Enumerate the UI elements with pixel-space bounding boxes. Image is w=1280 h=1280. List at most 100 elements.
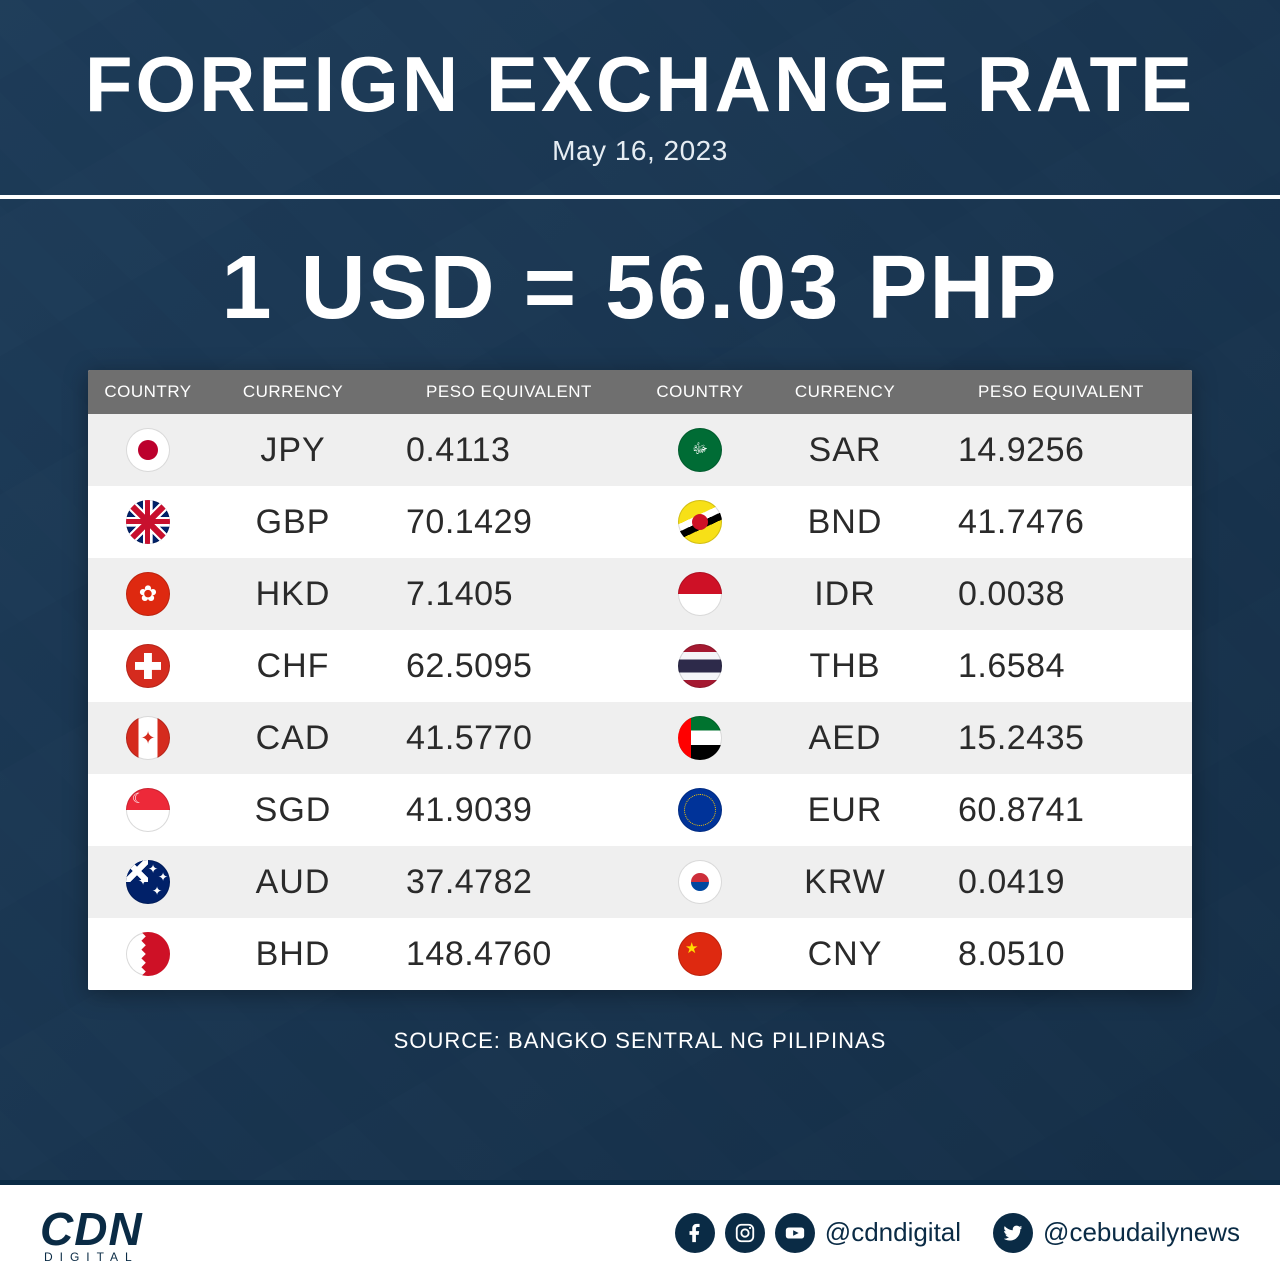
flag-cell [640, 500, 760, 544]
currency-code: KRW [760, 863, 930, 902]
table-row: CNY8.0510 [640, 918, 1192, 990]
currency-code: GBP [208, 503, 378, 542]
logo-main: CDN [40, 1203, 143, 1255]
currency-code: IDR [760, 575, 930, 614]
flag-chf-icon [126, 644, 170, 688]
peso-value: 41.5770 [378, 719, 640, 758]
peso-value: 41.9039 [378, 791, 640, 830]
table-row: AED15.2435 [640, 702, 1192, 774]
youtube-icon[interactable] [775, 1213, 815, 1253]
col-peso: PESO EQUIVALENT [378, 370, 640, 414]
flag-cell [88, 428, 208, 472]
divider-line [0, 195, 1280, 199]
flag-idr-icon [678, 572, 722, 616]
flag-sgd-icon [126, 788, 170, 832]
header-block: FOREIGN EXCHANGE RATE May 16, 2023 [0, 0, 1280, 195]
table-row: CAD41.5770 [88, 702, 640, 774]
peso-value: 60.8741 [930, 791, 1192, 830]
currency-code: BHD [208, 935, 378, 974]
flag-aud-icon [126, 860, 170, 904]
table-row: SGD41.9039 [88, 774, 640, 846]
table-row: BHD148.4760 [88, 918, 640, 990]
table-row: KRW0.0419 [640, 846, 1192, 918]
col-country: COUNTRY [640, 370, 760, 414]
table-row: SAR14.9256 [640, 414, 1192, 486]
social-group-1: @cdndigital [675, 1213, 961, 1253]
table-row: THB1.6584 [640, 630, 1192, 702]
peso-value: 7.1405 [378, 575, 640, 614]
instagram-icon[interactable] [725, 1213, 765, 1253]
flag-gbp-icon [126, 500, 170, 544]
flag-cell [88, 860, 208, 904]
currency-code: JPY [208, 431, 378, 470]
peso-value: 1.6584 [930, 647, 1192, 686]
peso-value: 0.4113 [378, 431, 640, 470]
currency-code: CNY [760, 935, 930, 974]
flag-hkd-icon [126, 572, 170, 616]
flag-cell [88, 500, 208, 544]
flag-cell [640, 572, 760, 616]
peso-value: 8.0510 [930, 935, 1192, 974]
flag-sar-icon [678, 428, 722, 472]
flag-bhd-icon [126, 932, 170, 976]
flag-cell [640, 428, 760, 472]
table-row: HKD7.1405 [88, 558, 640, 630]
table-left: COUNTRY CURRENCY PESO EQUIVALENT JPY0.41… [88, 370, 640, 990]
currency-code: AUD [208, 863, 378, 902]
facebook-icon[interactable] [675, 1213, 715, 1253]
flag-cell [88, 932, 208, 976]
flag-cell [88, 644, 208, 688]
col-country: COUNTRY [88, 370, 208, 414]
flag-cell [640, 644, 760, 688]
currency-code: THB [760, 647, 930, 686]
headline-rate: 1 USD = 56.03 PHP [0, 237, 1280, 340]
peso-value: 0.0419 [930, 863, 1192, 902]
infographic-content: FOREIGN EXCHANGE RATE May 16, 2023 1 USD… [0, 0, 1280, 1280]
flag-aed-icon [678, 716, 722, 760]
flag-cell [88, 716, 208, 760]
col-peso: PESO EQUIVALENT [930, 370, 1192, 414]
table-row: GBP70.1429 [88, 486, 640, 558]
peso-value: 15.2435 [930, 719, 1192, 758]
peso-value: 41.7476 [930, 503, 1192, 542]
flag-cell [88, 572, 208, 616]
col-currency: CURRENCY [760, 370, 930, 414]
flag-cell [640, 860, 760, 904]
peso-value: 62.5095 [378, 647, 640, 686]
table-header-left: COUNTRY CURRENCY PESO EQUIVALENT [88, 370, 640, 414]
table-row: BND41.7476 [640, 486, 1192, 558]
flag-eur-icon [678, 788, 722, 832]
flag-cell [640, 788, 760, 832]
twitter-icon[interactable] [993, 1213, 1033, 1253]
social-links: @cdndigital @cebudailynews [675, 1213, 1240, 1253]
handle-2: @cebudailynews [1043, 1217, 1240, 1248]
table-right: COUNTRY CURRENCY PESO EQUIVALENT SAR14.9… [640, 370, 1192, 990]
table-row: EUR60.8741 [640, 774, 1192, 846]
currency-code: HKD [208, 575, 378, 614]
social-group-2: @cebudailynews [993, 1213, 1240, 1253]
currency-code: SAR [760, 431, 930, 470]
page-date: May 16, 2023 [40, 135, 1240, 167]
flag-cny-icon [678, 932, 722, 976]
peso-value: 14.9256 [930, 431, 1192, 470]
table-header-right: COUNTRY CURRENCY PESO EQUIVALENT [640, 370, 1192, 414]
flag-jpy-icon [126, 428, 170, 472]
flag-thb-icon [678, 644, 722, 688]
table-row: CHF62.5095 [88, 630, 640, 702]
currency-code: CHF [208, 647, 378, 686]
peso-value: 0.0038 [930, 575, 1192, 614]
currency-code: BND [760, 503, 930, 542]
brand-logo: CDN DIGITAL [40, 1202, 143, 1264]
footer-bar: CDN DIGITAL @cdndigital @cebudailynews [0, 1180, 1280, 1280]
peso-value: 70.1429 [378, 503, 640, 542]
flag-cell [88, 788, 208, 832]
flag-cell [640, 716, 760, 760]
currency-code: AED [760, 719, 930, 758]
table-row: AUD37.4782 [88, 846, 640, 918]
flag-krw-icon [678, 860, 722, 904]
handle-1: @cdndigital [825, 1217, 961, 1248]
page-title: FOREIGN EXCHANGE RATE [40, 45, 1240, 123]
currency-code: SGD [208, 791, 378, 830]
currency-code: EUR [760, 791, 930, 830]
flag-bnd-icon [678, 500, 722, 544]
